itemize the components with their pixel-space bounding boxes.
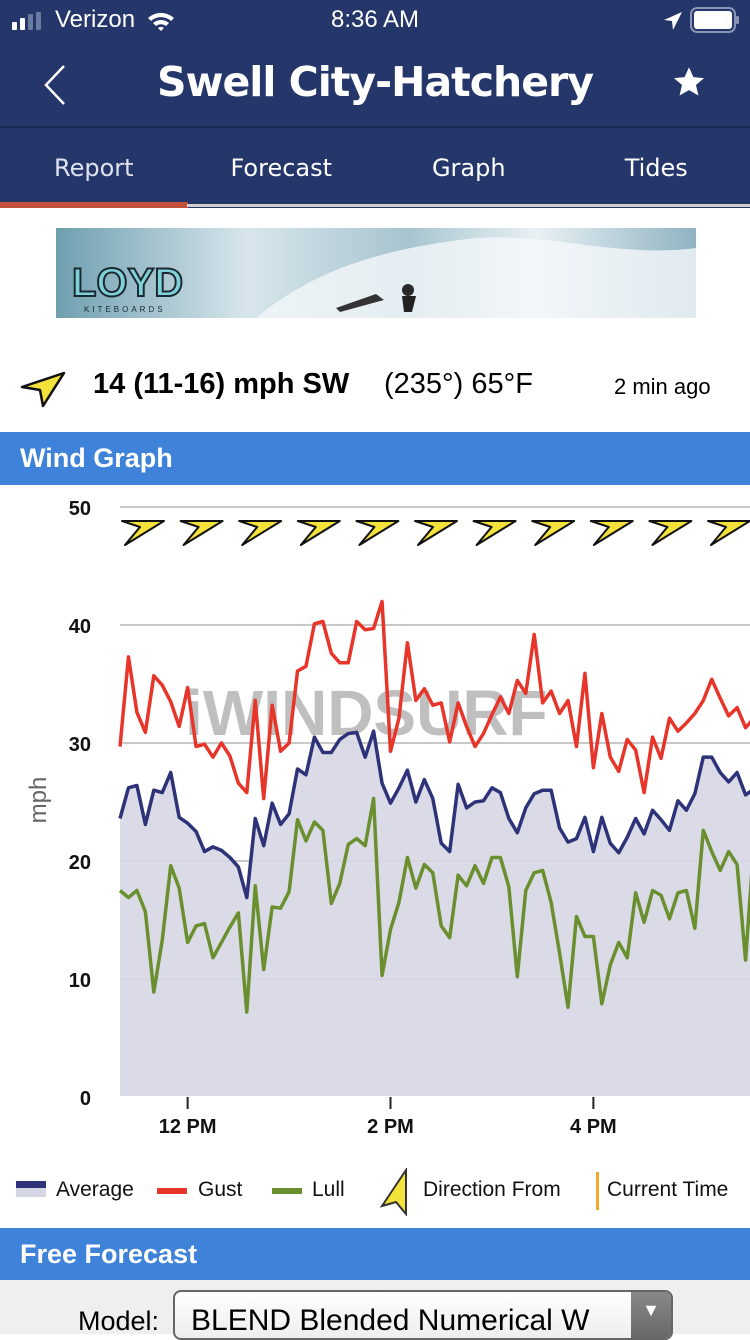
tab-tides[interactable]: Tides bbox=[563, 128, 750, 208]
legend-lull-swatch bbox=[272, 1188, 302, 1194]
wind-speed: 14 (11-16) mph SW bbox=[93, 368, 349, 401]
direction-arrow bbox=[356, 521, 398, 545]
legend-gust-swatch bbox=[157, 1188, 187, 1194]
y-tick-label: 20 bbox=[69, 852, 91, 874]
direction-arrow bbox=[298, 521, 340, 545]
tab-report[interactable]: Report bbox=[0, 128, 188, 208]
dropdown-arrow-icon: ▼ bbox=[631, 1292, 671, 1340]
clock: 8:36 AM bbox=[0, 6, 750, 34]
direction-arrow-icon bbox=[378, 1168, 414, 1216]
direction-arrow bbox=[649, 521, 691, 545]
legend-lull: Lull bbox=[312, 1168, 345, 1212]
page-title: Swell City-Hatchery bbox=[0, 58, 750, 106]
free-forecast-header: Free Forecast bbox=[0, 1228, 750, 1281]
tab-bar: Report Forecast Graph Tides bbox=[0, 128, 750, 208]
model-label: Model: bbox=[78, 1306, 159, 1337]
direction-arrow bbox=[474, 521, 516, 545]
y-tick-label: 40 bbox=[69, 616, 91, 638]
svg-text:KITEBOARDS: KITEBOARDS bbox=[84, 305, 166, 314]
y-tick-label: 50 bbox=[69, 498, 91, 520]
brand-logo: LOYD bbox=[72, 261, 183, 305]
battery-icon bbox=[690, 7, 740, 33]
legend-current-time-swatch bbox=[596, 1172, 599, 1210]
ad-banner[interactable]: LOYD KITEBOARDS bbox=[56, 228, 696, 318]
direction-arrow bbox=[181, 521, 223, 545]
direction-arrow bbox=[532, 521, 574, 545]
tab-forecast[interactable]: Forecast bbox=[188, 128, 376, 208]
wind-graph-header: Wind Graph bbox=[0, 432, 750, 485]
star-icon[interactable] bbox=[672, 66, 706, 98]
location-icon bbox=[662, 11, 684, 31]
direction-arrow bbox=[708, 521, 750, 545]
legend-average-swatch bbox=[16, 1181, 46, 1197]
nav-bar: Swell City-Hatchery bbox=[0, 40, 750, 128]
model-select[interactable]: BLEND Blended Numerical W ▼ bbox=[173, 1290, 673, 1340]
updated-time: 2 min ago bbox=[614, 374, 711, 400]
legend-current-time: Current Time bbox=[607, 1168, 728, 1212]
direction-arrow bbox=[415, 521, 457, 545]
y-tick-label: 30 bbox=[69, 734, 91, 756]
wind-degrees-temp: (235°) 65°F bbox=[384, 368, 533, 401]
y-axis-label: mph bbox=[25, 777, 52, 824]
average-area bbox=[120, 731, 750, 1097]
x-tick-label: 12 PM bbox=[159, 1116, 217, 1138]
legend-direction: Direction From bbox=[423, 1168, 561, 1212]
legend-gust: Gust bbox=[198, 1168, 242, 1212]
y-tick-label: 0 bbox=[80, 1088, 91, 1110]
x-tick-label: 2 PM bbox=[367, 1116, 414, 1138]
legend-average: Average bbox=[56, 1168, 134, 1212]
model-row: Model: BLEND Blended Numerical W ▼ bbox=[0, 1280, 750, 1334]
current-conditions: 14 (11-16) mph SW (235°) 65°F 2 min ago bbox=[0, 360, 750, 416]
direction-arrow bbox=[239, 521, 281, 545]
wind-direction-arrow-icon bbox=[20, 370, 66, 408]
y-tick-label: 10 bbox=[69, 970, 91, 992]
model-select-value: BLEND Blended Numerical W bbox=[191, 1304, 589, 1338]
legend: Average Gust Lull Direction From Current… bbox=[0, 1168, 750, 1214]
tab-divider bbox=[187, 204, 750, 207]
direction-arrow bbox=[591, 521, 633, 545]
x-tick-label: 4 PM bbox=[570, 1116, 617, 1138]
kiteboard-ad-image: LOYD KITEBOARDS bbox=[56, 228, 696, 318]
direction-arrow bbox=[122, 521, 164, 545]
tab-graph[interactable]: Graph bbox=[375, 128, 563, 208]
status-bar: Verizon 8:36 AM bbox=[0, 0, 750, 40]
